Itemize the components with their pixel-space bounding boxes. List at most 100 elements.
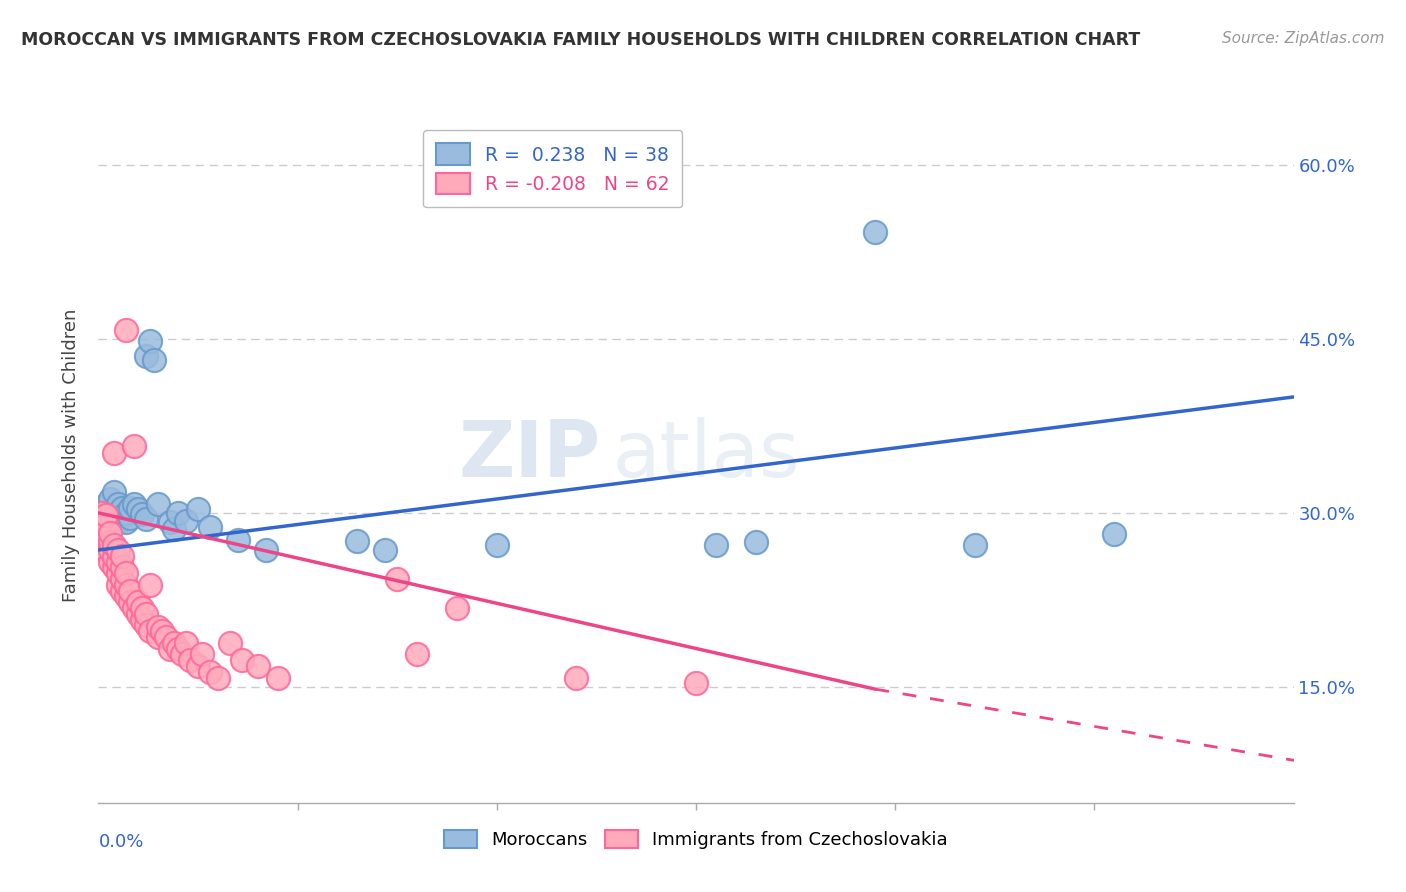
Point xyxy=(198,520,221,534)
Point xyxy=(107,508,129,523)
Point xyxy=(115,566,138,581)
Point xyxy=(115,323,138,337)
Text: ZIP: ZIP xyxy=(458,417,600,493)
Point xyxy=(111,513,134,527)
Point xyxy=(267,671,290,685)
Point xyxy=(96,506,118,520)
Point xyxy=(96,517,118,532)
Point xyxy=(226,533,249,547)
Point xyxy=(115,578,138,592)
Point xyxy=(187,502,209,516)
Point xyxy=(98,534,122,549)
Point xyxy=(963,538,986,552)
Y-axis label: Family Households with Children: Family Households with Children xyxy=(62,309,80,601)
Point xyxy=(127,502,149,516)
Point xyxy=(107,555,129,569)
Point xyxy=(172,648,194,662)
Point xyxy=(91,506,114,520)
Point xyxy=(174,636,197,650)
Point xyxy=(745,534,768,549)
Point xyxy=(103,538,125,552)
Point xyxy=(124,439,146,453)
Point xyxy=(96,543,118,558)
Point xyxy=(254,543,277,558)
Point xyxy=(120,583,142,598)
Point xyxy=(124,601,146,615)
Point xyxy=(167,641,190,656)
Point xyxy=(179,653,201,667)
Text: MOROCCAN VS IMMIGRANTS FROM CZECHOSLOVAKIA FAMILY HOUSEHOLDS WITH CHILDREN CORRE: MOROCCAN VS IMMIGRANTS FROM CZECHOSLOVAK… xyxy=(21,31,1140,49)
Text: Source: ZipAtlas.com: Source: ZipAtlas.com xyxy=(1222,31,1385,46)
Point xyxy=(96,532,118,546)
Point xyxy=(246,659,269,673)
Point xyxy=(163,522,186,536)
Point xyxy=(98,491,122,506)
Point xyxy=(1104,526,1126,541)
Point xyxy=(685,676,707,690)
Point xyxy=(139,624,162,639)
Legend: Moroccans, Immigrants from Czechoslovakia: Moroccans, Immigrants from Czechoslovaki… xyxy=(437,822,955,856)
Point xyxy=(159,641,181,656)
Point xyxy=(187,659,209,673)
Point xyxy=(207,671,229,685)
Point xyxy=(111,501,134,516)
Point xyxy=(120,501,142,516)
Point xyxy=(115,515,138,529)
Text: atlas: atlas xyxy=(613,417,800,493)
Point xyxy=(131,613,153,627)
Point xyxy=(111,572,134,586)
Point xyxy=(96,508,118,523)
Point xyxy=(167,506,190,520)
Point xyxy=(120,595,142,609)
Point xyxy=(107,566,129,581)
Point xyxy=(91,511,114,525)
Point xyxy=(107,543,129,558)
Point xyxy=(446,601,468,615)
Point xyxy=(107,578,129,592)
Point xyxy=(159,515,181,529)
Point xyxy=(127,607,149,621)
Point xyxy=(98,555,122,569)
Point xyxy=(385,572,409,586)
Point xyxy=(103,485,125,500)
Point xyxy=(139,334,162,349)
Point xyxy=(406,648,429,662)
Point xyxy=(98,543,122,558)
Point xyxy=(219,636,242,650)
Point xyxy=(111,560,134,574)
Point xyxy=(150,624,173,639)
Point xyxy=(485,538,508,552)
Point xyxy=(103,549,125,564)
Point xyxy=(103,503,125,517)
Point xyxy=(124,497,146,511)
Point xyxy=(191,648,214,662)
Point xyxy=(198,665,221,679)
Point xyxy=(91,500,114,514)
Point xyxy=(131,507,153,521)
Point xyxy=(139,578,162,592)
Point xyxy=(143,352,166,367)
Point xyxy=(103,560,125,574)
Point xyxy=(98,508,122,523)
Point xyxy=(115,590,138,604)
Point xyxy=(115,506,138,520)
Text: 0.0%: 0.0% xyxy=(98,833,143,851)
Point xyxy=(98,525,122,540)
Point xyxy=(231,653,253,667)
Point xyxy=(865,225,887,239)
Point xyxy=(131,601,153,615)
Point xyxy=(111,583,134,598)
Point xyxy=(135,618,157,632)
Point xyxy=(163,636,186,650)
Point xyxy=(135,607,157,621)
Point xyxy=(127,595,149,609)
Point xyxy=(155,630,177,644)
Point xyxy=(346,533,368,548)
Point xyxy=(107,497,129,511)
Point xyxy=(111,549,134,563)
Point xyxy=(704,538,727,552)
Point xyxy=(91,520,114,534)
Point xyxy=(103,445,125,459)
Point xyxy=(565,671,588,685)
Point xyxy=(374,543,396,558)
